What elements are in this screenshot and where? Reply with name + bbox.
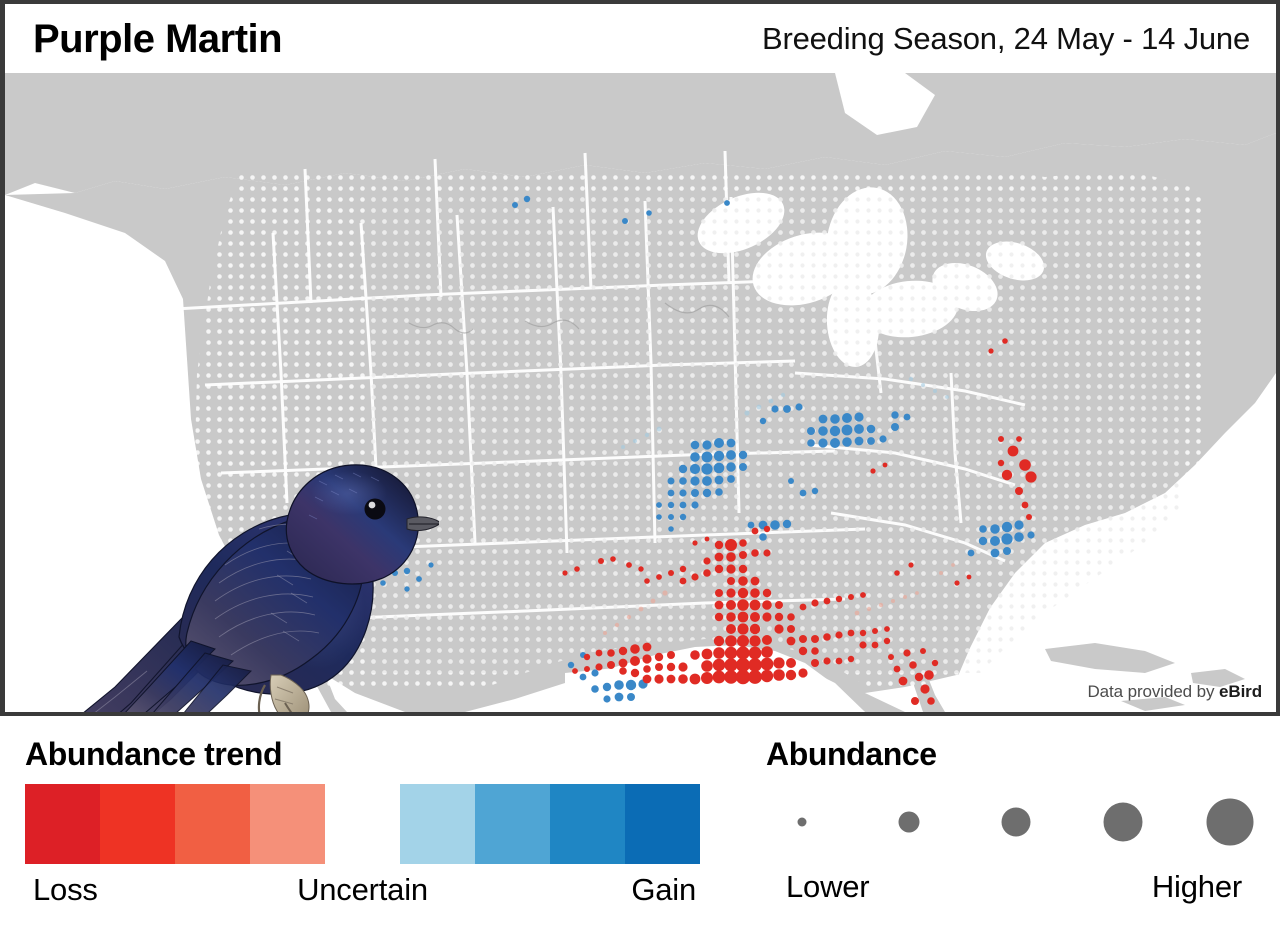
- trend-swatch-8[interactable]: [625, 784, 700, 864]
- trend-label-uncertain: Uncertain: [297, 872, 428, 907]
- trend-swatch-6[interactable]: [475, 784, 550, 864]
- abundance-dot-3: [1103, 802, 1143, 842]
- ebird-brand-label: eBird: [1219, 682, 1262, 701]
- abundance-trend-map[interactable]: Data provided by eBird: [5, 73, 1276, 712]
- trend-swatch-0[interactable]: [25, 784, 100, 864]
- trend-color-ramp[interactable]: [25, 784, 700, 864]
- data-attribution: Data provided by eBird: [1087, 682, 1262, 702]
- trend-swatch-7[interactable]: [550, 784, 625, 864]
- abundance-dot-2: [1001, 807, 1031, 837]
- trend-label-loss: Loss: [33, 872, 98, 907]
- map-gulf-atlantic: [565, 523, 1276, 712]
- page-title: Purple Martin: [33, 16, 283, 61]
- attribution-prefix: Data provided by: [1087, 682, 1220, 701]
- map-trend-dots-weak: [603, 376, 955, 635]
- map-trend-dots-loss: [562, 338, 1037, 705]
- abundance-legend-title: Abundance: [766, 736, 937, 772]
- abundance-label-lower: Lower: [786, 869, 870, 904]
- map-trend-dots-gain: [354, 195, 1035, 703]
- map-caribbean-islands: [1045, 643, 1245, 711]
- trend-swatch-5[interactable]: [400, 784, 475, 864]
- trend-swatch-1[interactable]: [100, 784, 175, 864]
- frame-border-left: [0, 0, 5, 716]
- trend-swatch-2[interactable]: [175, 784, 250, 864]
- map-rivers: [408, 302, 730, 334]
- abundance-size-dots: [766, 780, 1266, 864]
- map-dot-grid-faint: [365, 193, 1185, 673]
- abundance-dot-0: [797, 817, 807, 827]
- header-bar: Purple Martin Breeding Season, 24 May - …: [5, 4, 1276, 73]
- trend-ramp-labels: Loss Uncertain Gain: [25, 872, 700, 919]
- abundance-trend-legend: Abundance trend Loss Uncertain Gain: [25, 738, 705, 919]
- trend-swatch-3[interactable]: [250, 784, 325, 864]
- abundance-dot-4: [1206, 798, 1254, 846]
- trend-swatch-4[interactable]: [325, 784, 400, 864]
- frame-border-right: [1276, 0, 1280, 716]
- trend-label-gain: Gain: [631, 872, 696, 907]
- abundance-dot-1: [898, 811, 920, 833]
- abundance-size-labels: Lower Higher: [766, 869, 1266, 916]
- abundance-label-higher: Higher: [1151, 869, 1242, 904]
- frame-border-bottom: [0, 712, 1280, 716]
- abundance-trend-legend-title: Abundance trend: [25, 736, 283, 772]
- season-subtitle: Breeding Season, 24 May - 14 June: [762, 21, 1250, 56]
- abundance-size-legend: Abundance Lower Higher: [766, 738, 1266, 916]
- frame-border-top: [0, 0, 1280, 4]
- map-canvas: [5, 73, 1276, 712]
- legend-strip: Abundance trend Loss Uncertain Gain Abun…: [0, 716, 1280, 947]
